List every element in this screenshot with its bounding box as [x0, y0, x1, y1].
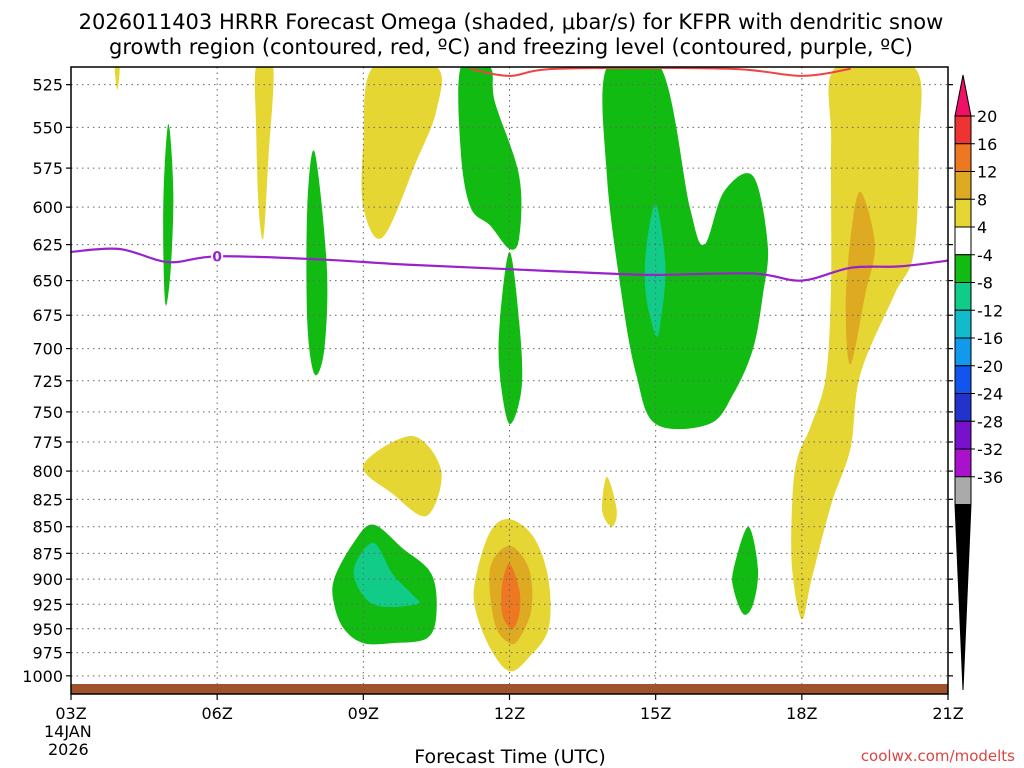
- omega-region-6: [498, 251, 523, 425]
- omega-shading: [114, 67, 922, 672]
- y-tick-label: 550: [32, 118, 63, 137]
- y-tick-label: 825: [32, 490, 63, 509]
- grid: [71, 67, 948, 694]
- colorbar-label: 4: [977, 218, 987, 237]
- colorbar-swatch: [954, 337, 972, 367]
- omega-region-2: [361, 67, 442, 239]
- omega-region-7: [602, 67, 769, 430]
- y-tick-label: 750: [32, 403, 63, 422]
- colorbar-swatch: [954, 393, 972, 422]
- x-tick-label: 03Z: [55, 704, 86, 723]
- x-tick-label: 06Z: [202, 704, 233, 723]
- x-tick-label: 21Z: [932, 704, 963, 723]
- x-date-line1: 14JAN: [44, 722, 92, 741]
- omega-region-4: [306, 150, 328, 376]
- contour-lines: 0: [71, 67, 948, 282]
- colorbar-label: 12: [977, 163, 997, 182]
- x-tick-label: 15Z: [640, 704, 671, 723]
- y-tick-label: 575: [32, 159, 63, 178]
- y-tick-label: 600: [32, 198, 63, 217]
- x-axis-label: Forecast Time (UTC): [414, 746, 605, 768]
- ground-surface: [71, 684, 948, 694]
- colorbar-label: 16: [977, 135, 997, 154]
- colorbar-swatch: [954, 282, 972, 311]
- y-tick-label: 875: [32, 544, 63, 563]
- colorbar-label: -4: [977, 246, 993, 265]
- x-tick-label: 12Z: [494, 704, 525, 723]
- omega-region-18: [732, 526, 759, 615]
- y-tick-label: 725: [32, 372, 63, 391]
- y-tick-label: 700: [32, 340, 63, 359]
- omega-region-11: [362, 435, 442, 517]
- y-tick-label: 675: [32, 306, 63, 325]
- colorbar-swatch: [954, 226, 972, 256]
- colorbar-bottom-arrow: [954, 504, 972, 691]
- y-tick-label: 775: [32, 433, 63, 452]
- contour-label-bg: [211, 247, 224, 264]
- omega-region-9: [791, 67, 922, 620]
- colorbar-swatch: [954, 171, 972, 200]
- colorbar-swatch: [954, 115, 972, 145]
- freezing-level-line: [71, 247, 948, 282]
- omega-region-14: [353, 542, 420, 608]
- colorbar-swatch: [954, 448, 972, 478]
- chart-title-line1: 2026011403 HRRR Forecast Omega (shaded, …: [79, 10, 944, 34]
- x-axis: 03Z 06Z 09Z 12Z 15Z 18Z 21Z: [55, 694, 964, 723]
- omega-region-5: [458, 67, 522, 250]
- y-tick-label: 950: [32, 620, 63, 639]
- colorbar-label: -28: [977, 412, 1003, 431]
- omega-region-17: [501, 563, 521, 629]
- colorbar-label: -36: [977, 468, 1003, 487]
- y-tick-label: 525: [32, 76, 63, 95]
- colorbar-label: 8: [977, 190, 987, 209]
- colorbar-label: -20: [977, 357, 1003, 376]
- plot-area: 0: [70, 66, 949, 695]
- colorbar-swatch: [954, 143, 972, 172]
- y-tick-label: 650: [32, 272, 63, 291]
- omega-region-10: [845, 191, 875, 365]
- colorbar-swatch: [954, 309, 972, 339]
- colorbar-swatch: [954, 198, 972, 228]
- colorbar-top-arrow: [954, 74, 972, 117]
- colorbar-label: 20: [977, 107, 997, 126]
- y-tick-label: 800: [32, 462, 63, 481]
- colorbar-swatch: [954, 254, 972, 283]
- dgz-contour-line: [470, 67, 851, 77]
- freezing-level-label: 0: [212, 249, 222, 265]
- y-tick-label: 1000: [22, 667, 63, 686]
- y-tick-label: 900: [32, 570, 63, 589]
- y-axis: 525 550 575 600 625 650 675 700 725 750 775 800 825 8…: [22, 76, 953, 686]
- credit-text: coolwx.com/modelts: [861, 747, 1015, 765]
- chart-title-line2: growth region (contoured, red, ºC) and f…: [109, 35, 913, 59]
- y-tick-label: 975: [32, 644, 63, 663]
- colorbar-label: -32: [977, 440, 1003, 459]
- omega-region-12: [601, 476, 617, 527]
- x-tick-label: 18Z: [786, 704, 817, 723]
- colorbar-label: -24: [977, 385, 1003, 404]
- colorbar-label: -16: [977, 329, 1003, 348]
- colorbar: 20 16 12 8 4 -4 -8 -12 -16 -20 -24 -28 -32 -36: [954, 74, 1003, 691]
- colorbar-swatch: [954, 365, 972, 394]
- omega-region-1: [254, 67, 274, 239]
- colorbar-swatch: [954, 420, 972, 450]
- x-date-line2: 2026: [48, 740, 89, 759]
- y-tick-label: 850: [32, 518, 63, 537]
- omega-region-8: [644, 203, 666, 337]
- omega-region-0: [114, 67, 120, 90]
- colorbar-label: -12: [977, 301, 1003, 320]
- y-tick-label: 925: [32, 595, 63, 614]
- colorbar-label: -8: [977, 274, 993, 293]
- x-tick-label: 09Z: [348, 704, 379, 723]
- y-tick-label: 625: [32, 236, 63, 255]
- omega-region-3: [163, 124, 174, 306]
- colorbar-swatch: [954, 476, 972, 505]
